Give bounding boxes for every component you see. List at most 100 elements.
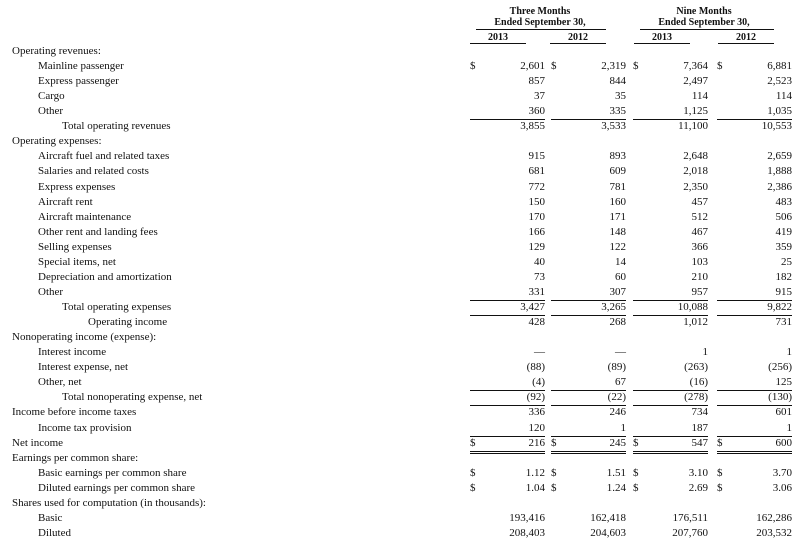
- cell-value: 609: [609, 165, 627, 178]
- row-label: Total operating revenues: [62, 120, 171, 133]
- cell-value: 2,523: [767, 75, 792, 88]
- value-cell: 512: [633, 210, 709, 225]
- row-label: Shares used for computation (in thousand…: [12, 496, 206, 509]
- table-row: Total operating revenues 3,855 3,533 11,100…: [0, 119, 800, 134]
- value-cell: 268: [551, 315, 627, 330]
- cell-value: 734: [691, 406, 709, 419]
- cell-value: 366: [691, 240, 709, 253]
- value-cell: 182: [717, 270, 793, 285]
- cell-value: 731: [775, 316, 793, 329]
- value-cell: 1,125: [633, 104, 708, 121]
- cell-value: 193,416: [509, 511, 545, 524]
- nine-months-header-line2: Ended September 30,: [658, 17, 750, 28]
- cell-value: 3.70: [772, 466, 792, 479]
- cell-value: 3,533: [601, 120, 626, 133]
- currency-symbol: $: [633, 481, 639, 494]
- row-label: Income before income taxes: [12, 406, 137, 419]
- cell-value: 3,265: [601, 301, 626, 314]
- value-cell: $3.06: [717, 481, 792, 496]
- table-row: Cargo 37 35 114 114: [0, 89, 800, 104]
- table-row: Operating expenses:: [0, 134, 800, 149]
- cell-value: 187: [691, 421, 709, 434]
- cell-value: (22): [607, 391, 626, 404]
- value-cell: $600: [717, 436, 792, 454]
- value-cell: 103: [633, 255, 709, 270]
- value-cell: 1: [717, 421, 792, 437]
- value-cell: $6,881: [717, 59, 792, 74]
- cell-value: (88): [526, 361, 545, 374]
- row-label: Aircraft fuel and related taxes: [38, 150, 170, 163]
- cell-value: 1: [786, 346, 793, 359]
- cell-value: 2,319: [601, 60, 626, 73]
- table-row: Shares used for computation (in thousand…: [0, 496, 800, 511]
- cell-value: 160: [609, 195, 627, 208]
- value-cell: 331: [470, 285, 545, 301]
- cell-value: 419: [775, 225, 793, 238]
- cell-value: 9,822: [767, 301, 792, 314]
- year-header-1: 2013: [470, 32, 526, 44]
- currency-symbol: $: [717, 436, 723, 449]
- value-cell: $245: [551, 436, 626, 454]
- value-cell: 731: [717, 315, 793, 330]
- currency-symbol: $: [717, 466, 723, 479]
- table-row: Income before income taxes 336 246 734 601: [0, 405, 800, 420]
- value-cell: 129: [470, 240, 546, 255]
- cell-value: 204,603: [590, 526, 626, 539]
- row-label: Operating revenues:: [12, 45, 101, 57]
- cell-value: (4): [532, 376, 545, 389]
- table-row: Total operating expenses 3,427 3,265 10,088…: [0, 300, 800, 317]
- row-label: Nonoperating income (expense):: [12, 331, 157, 344]
- cell-value: 2,601: [520, 60, 545, 73]
- value-cell: 203,532: [717, 526, 792, 541]
- currency-symbol: $: [717, 60, 723, 73]
- cell-value: 1,035: [767, 105, 792, 118]
- table-row: Nonoperating income (expense):: [0, 330, 800, 345]
- value-cell: 67: [551, 375, 626, 392]
- cell-value: 7,364: [683, 60, 708, 73]
- value-cell: 162,418: [551, 511, 626, 526]
- cell-value: 6,881: [767, 60, 792, 73]
- table-row: Basic earnings per common share $1.12 $1.5…: [0, 466, 800, 481]
- value-cell: 122: [551, 240, 627, 255]
- value-cell: 35: [551, 89, 626, 104]
- value-cell: 171: [551, 210, 627, 225]
- cell-value: 37: [534, 90, 545, 103]
- row-label: Net income: [12, 436, 64, 449]
- value-cell: 1: [551, 421, 626, 437]
- value-cell: $1.12: [470, 466, 545, 481]
- cell-value: (263): [684, 361, 708, 374]
- cell-value: (256): [768, 361, 792, 374]
- row-label: Other rent and landing fees: [38, 225, 158, 238]
- currency-symbol: $: [551, 436, 557, 449]
- value-cell: $1.24: [551, 481, 626, 496]
- cell-value: 957: [691, 285, 709, 298]
- cell-value: 208,403: [509, 526, 545, 539]
- value-cell: $1.04: [470, 481, 545, 496]
- cell-value: 781: [609, 180, 627, 193]
- value-cell: $7,364: [633, 59, 708, 74]
- value-cell: 857: [470, 74, 546, 89]
- table-row: Mainline passenger $2,601 $2,319 $7,364 $6,8…: [0, 59, 800, 74]
- value-cell: 1,888: [717, 164, 792, 179]
- table-row: Operating income 428 268 1,012 731: [0, 315, 800, 330]
- value-cell: 734: [633, 405, 709, 420]
- cell-value: 268: [609, 316, 627, 329]
- cell-value: 2,659: [767, 150, 792, 163]
- row-label: Operating income: [88, 316, 168, 329]
- row-label: Diluted earnings per common share: [38, 481, 196, 494]
- cell-value: —: [615, 346, 626, 359]
- value-cell: 10,088: [633, 300, 708, 317]
- cell-value: 3.10: [688, 466, 708, 479]
- cell-value: 307: [609, 285, 627, 298]
- row-label: Other: [38, 105, 64, 118]
- cell-value: 103: [691, 255, 709, 268]
- cell-value: 359: [775, 240, 793, 253]
- value-cell: 457: [633, 195, 709, 210]
- row-label: Other: [38, 285, 64, 298]
- value-cell: 601: [717, 405, 793, 420]
- value-cell: 2,648: [633, 149, 708, 164]
- cell-value: 428: [528, 316, 546, 329]
- value-cell: $547: [633, 436, 708, 454]
- value-cell: 14: [551, 255, 626, 270]
